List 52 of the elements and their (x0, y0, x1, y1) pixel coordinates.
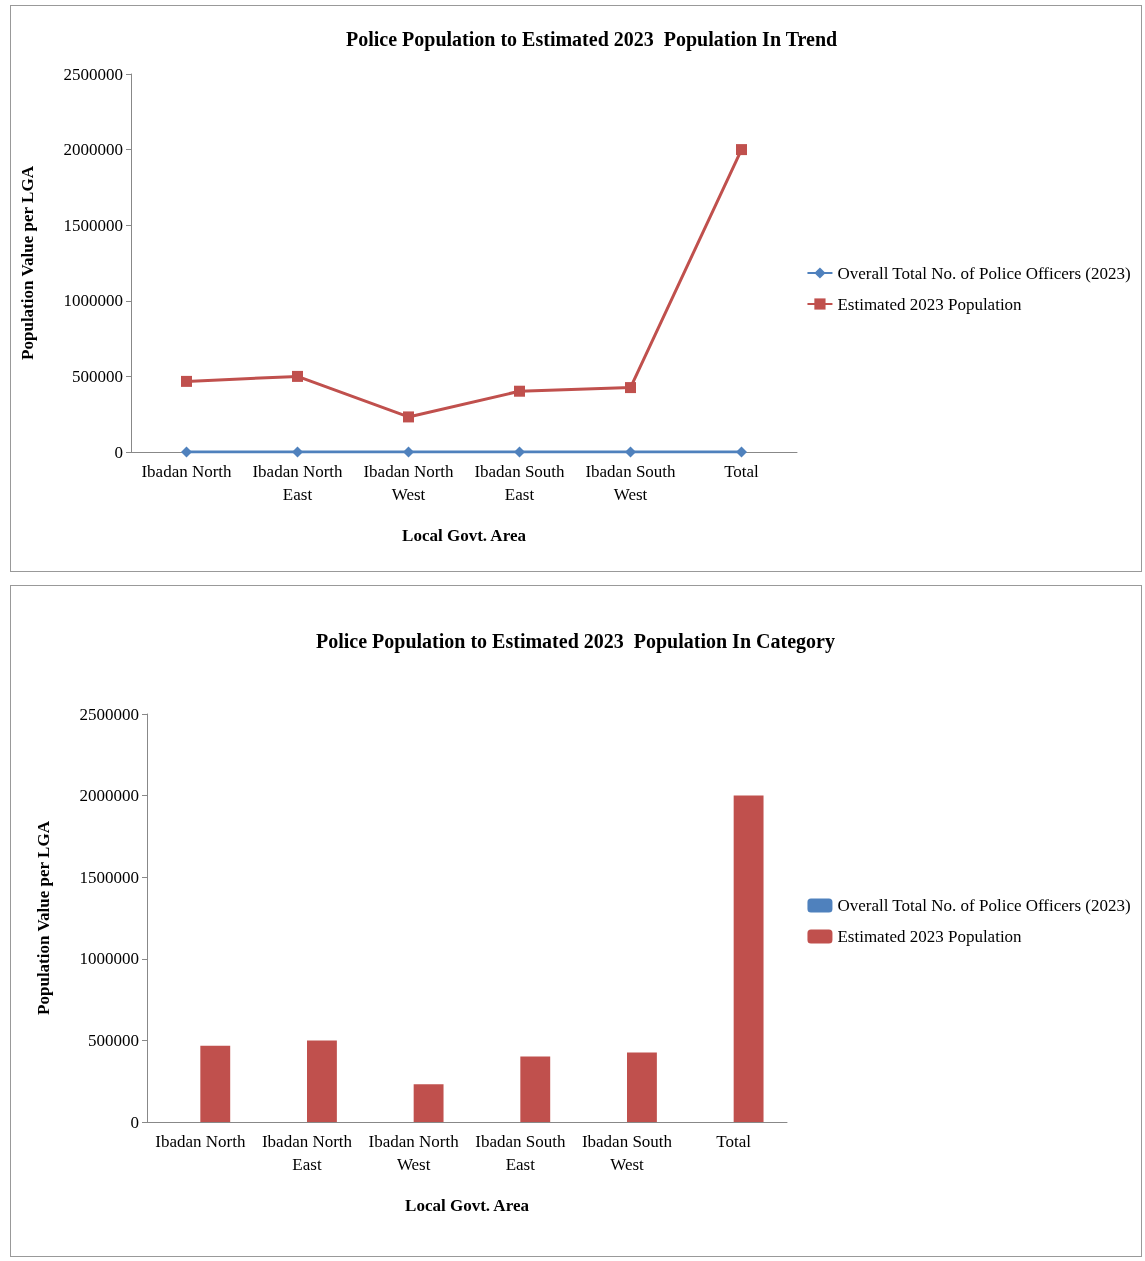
x-tick-label: Ibadan North East (261, 1132, 353, 1174)
x-tick-label: Ibadan South East (474, 462, 566, 504)
point (292, 446, 303, 458)
y-tick-label: 2500000 (63, 64, 123, 84)
x-axis-title: Local Govt. Area (405, 1196, 530, 1215)
legend-label: Estimated 2023 Population (837, 294, 1023, 314)
point (514, 385, 525, 397)
y-tick-label: 500000 (72, 366, 123, 386)
point (181, 446, 192, 458)
x-tick-label: Ibadan South West (585, 462, 677, 504)
y-tick-label: 1000000 (79, 949, 139, 969)
x-tick-label: Ibadan North (141, 462, 233, 481)
point (736, 446, 747, 458)
bar (627, 1052, 657, 1122)
point (625, 382, 636, 394)
x-tick-label: Ibadan North West (368, 1132, 460, 1174)
chart-title: Police Population to Estimated 2023 Population In Trend (346, 28, 838, 51)
x-tick-label: Ibadan North West (363, 462, 455, 504)
y-tick-label: 1500000 (79, 867, 139, 887)
x-tick-label: Ibadan South West (581, 1132, 673, 1174)
legend-label: Overall Total No. of Police Officers (2023) (837, 896, 1131, 915)
point (514, 446, 525, 458)
legend-label: Estimated 2023 Population (837, 927, 1023, 946)
point (625, 446, 636, 458)
point (292, 370, 303, 382)
y-tick-label: 2000000 (79, 786, 139, 806)
point (181, 375, 192, 387)
y-tick-label: 1500000 (63, 215, 123, 235)
chart-title: Police Population to Estimated 2023 Population In Category (316, 630, 835, 653)
legend-label: Overall Total No. of Police Officers (2023) (837, 263, 1131, 283)
x-tick-label: Ibadan North (155, 1132, 246, 1151)
point (736, 144, 747, 156)
x-axis-title: Local Govt. Area (402, 526, 527, 545)
point (403, 411, 414, 423)
y-tick-label: 0 (130, 1112, 139, 1132)
x-tick-label: Ibadan South East (475, 1132, 566, 1174)
bar (200, 1045, 231, 1122)
x-tick-label: Total (724, 462, 760, 481)
point (403, 446, 414, 458)
bar (413, 1084, 444, 1122)
x-tick-label: Total (716, 1132, 752, 1151)
y-tick-label: 0 (114, 442, 123, 462)
y-axis-title: Population Value per LGA (34, 820, 53, 1015)
bar (520, 1056, 551, 1122)
x-tick-label: Ibadan North East (252, 462, 344, 504)
bar (733, 795, 764, 1122)
y-tick-label: 1000000 (63, 291, 123, 311)
y-tick-label: 500000 (88, 1030, 139, 1050)
y-axis-title: Population Value per LGA (18, 165, 37, 360)
y-tick-label: 2000000 (63, 140, 123, 160)
y-tick-label: 2500000 (79, 704, 139, 724)
bar (307, 1040, 337, 1122)
